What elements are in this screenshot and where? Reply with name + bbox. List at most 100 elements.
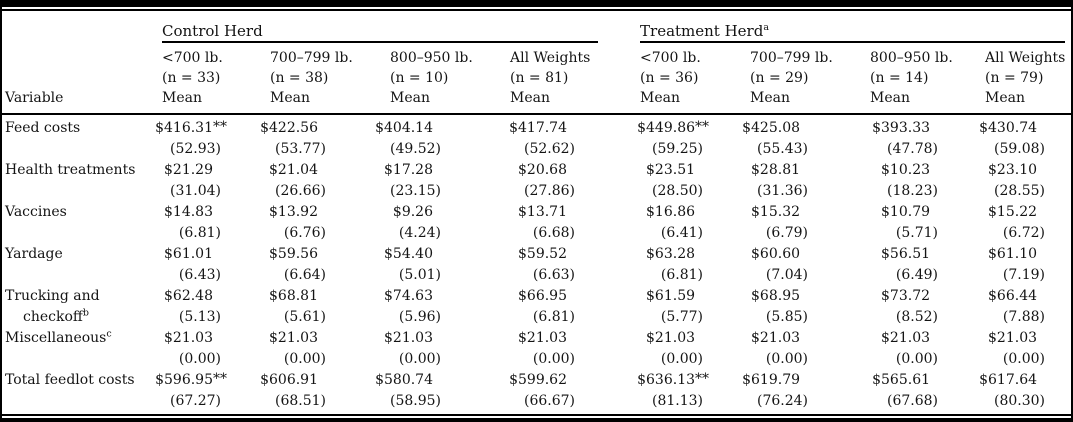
- sd-cell: (6.81): [640, 265, 750, 286]
- mean-value-text: $61.59: [646, 288, 696, 304]
- mean-value: $61.01: [143, 244, 213, 265]
- mean-cell: $21.03: [510, 328, 640, 349]
- sd-value: (6.64): [283, 267, 326, 283]
- column-header-treatment-2: 800–950 lb. (n = 14) Mean: [870, 43, 986, 115]
- mean-value: $56.51: [860, 244, 930, 265]
- row-label-text: checkoff: [23, 309, 83, 325]
- mean-cell: $449.86 **: [637, 114, 750, 139]
- mean-value-text: $596.95: [155, 372, 213, 388]
- mean-value-text: $449.86: [637, 120, 696, 136]
- sd-value: (26.66): [274, 183, 326, 199]
- sd-cell: (27.86): [510, 181, 640, 202]
- mean-cell: $15.32: [750, 202, 870, 223]
- sd-value: (59.25): [652, 141, 704, 157]
- mean-value: $9.26: [363, 202, 433, 223]
- mean-cell: $606.91: [260, 370, 390, 391]
- column-header-range: 700–799 lb.: [750, 50, 833, 66]
- sd-value: (6.79): [765, 225, 809, 241]
- sd-value: (5.01): [398, 267, 441, 283]
- mean-value: $393.33: [860, 118, 930, 139]
- sd-value: (6.68): [532, 225, 575, 241]
- column-header-stat: Mean: [390, 90, 430, 106]
- table-row-sd: (31.04) (26.66) (23.15) (27.86) (28.50) (31.3…: [2, 181, 1071, 202]
- column-header-n: (n = 81): [510, 70, 569, 86]
- mean-cell: $20.68: [510, 160, 640, 181]
- mean-cell: $580.74: [375, 370, 510, 391]
- mean-value-text: $59.56: [269, 246, 318, 262]
- row-label: Miscellaneousc: [2, 328, 162, 349]
- sd-value: (52.93): [169, 141, 221, 157]
- mean-value-text: $15.22: [988, 204, 1038, 220]
- mean-value: $66.44: [967, 286, 1037, 307]
- mean-value: $60.60: [730, 244, 800, 265]
- mean-value: $449.86 **: [625, 118, 709, 139]
- mean-cell: $74.63: [384, 286, 510, 307]
- sd-value: (67.27): [169, 393, 221, 409]
- mean-value-text: $14.83: [164, 204, 213, 220]
- table-row-mean: Feed costs $416.31 ** $422.56 $404.14 $417.74…: [2, 114, 1071, 139]
- mean-value: $619.79: [730, 370, 800, 391]
- bottom-thick-rule: [2, 418, 1071, 422]
- mean-value-text: $636.13: [637, 372, 696, 388]
- mean-cell: $636.13 **: [637, 370, 750, 391]
- group-header-treatment: Treatment Herda: [640, 11, 1071, 43]
- mean-value-text: $393.33: [872, 120, 931, 136]
- sd-value: (18.23): [887, 183, 939, 199]
- mean-cell: $422.56: [260, 114, 390, 139]
- mean-cell: $17.28: [384, 160, 510, 181]
- mean-cell: $68.95: [750, 286, 870, 307]
- mean-value: $14.83: [143, 202, 213, 223]
- mean-value: $404.14: [363, 118, 433, 139]
- column-header-treatment-1: 700–799 lb. (n = 29) Mean: [750, 43, 871, 115]
- mean-value-text: $425.08: [742, 120, 801, 136]
- mean-cell: $425.08: [742, 114, 870, 139]
- mean-value-text: $68.81: [269, 288, 318, 304]
- mean-value-text: $66.95: [518, 288, 567, 304]
- group-header-control: Control Herd: [162, 11, 640, 43]
- mean-value-text: $73.72: [881, 288, 931, 304]
- column-header-range: All Weights: [985, 50, 1066, 66]
- mean-value: $416.31 **: [143, 118, 227, 139]
- table-row-sd: (67.27) (68.51) (58.95) (66.67) (81.13) (76.2…: [2, 391, 1071, 412]
- sd-value: (28.50): [652, 183, 704, 199]
- mean-value: $15.32: [730, 202, 800, 223]
- mean-cell: $54.40: [384, 244, 510, 265]
- sd-cell: (6.79): [750, 223, 870, 244]
- column-header-range: <700 lb.: [640, 50, 701, 66]
- mean-value: $61.59: [625, 286, 695, 307]
- mean-cell: $619.79: [742, 370, 870, 391]
- column-header-control-2: 800–950 lb. (n = 10) Mean: [390, 43, 510, 115]
- column-header-control-0: <700 lb. (n = 33) Mean: [162, 43, 270, 115]
- mean-value: $28.81: [730, 160, 800, 181]
- mean-cell: $21.03: [640, 328, 750, 349]
- mean-value: $21.03: [860, 328, 930, 349]
- sd-cell: (5.13): [162, 307, 270, 328]
- mean-cell: $21.03: [750, 328, 870, 349]
- row-label: Trucking and: [2, 286, 162, 307]
- sd-value: (68.51): [274, 393, 326, 409]
- row-label-continued: [2, 349, 162, 370]
- sd-value: (0.00): [765, 351, 809, 367]
- sd-cell: (52.62): [510, 139, 640, 160]
- mean-value: $17.28: [363, 160, 433, 181]
- row-label-continued: [2, 265, 162, 286]
- row-label-text: Vaccines: [5, 204, 67, 220]
- sd-value: (0.00): [398, 351, 441, 367]
- sd-value: (66.67): [523, 393, 575, 409]
- sd-cell: (0.00): [162, 349, 270, 370]
- sd-value: (80.30): [994, 393, 1046, 409]
- mean-cell: $10.79: [870, 202, 985, 223]
- sd-cell: (55.43): [750, 139, 870, 160]
- mean-cell: $63.28: [640, 244, 750, 265]
- mean-value: $21.03: [730, 328, 800, 349]
- row-label-text: Trucking and: [5, 288, 100, 304]
- column-header-range: 700–799 lb.: [270, 50, 353, 66]
- mean-cell: $56.51: [870, 244, 985, 265]
- row-label: Yardage: [2, 244, 162, 265]
- costs-table: Control Herd Treatment Herda Variable: [2, 11, 1071, 412]
- column-header-n: (n = 33): [162, 70, 221, 86]
- sd-value: (28.55): [994, 183, 1046, 199]
- sd-cell: (7.88): [985, 307, 1071, 328]
- mean-value: $21.03: [248, 328, 318, 349]
- treatment-group-rule: [640, 41, 1066, 43]
